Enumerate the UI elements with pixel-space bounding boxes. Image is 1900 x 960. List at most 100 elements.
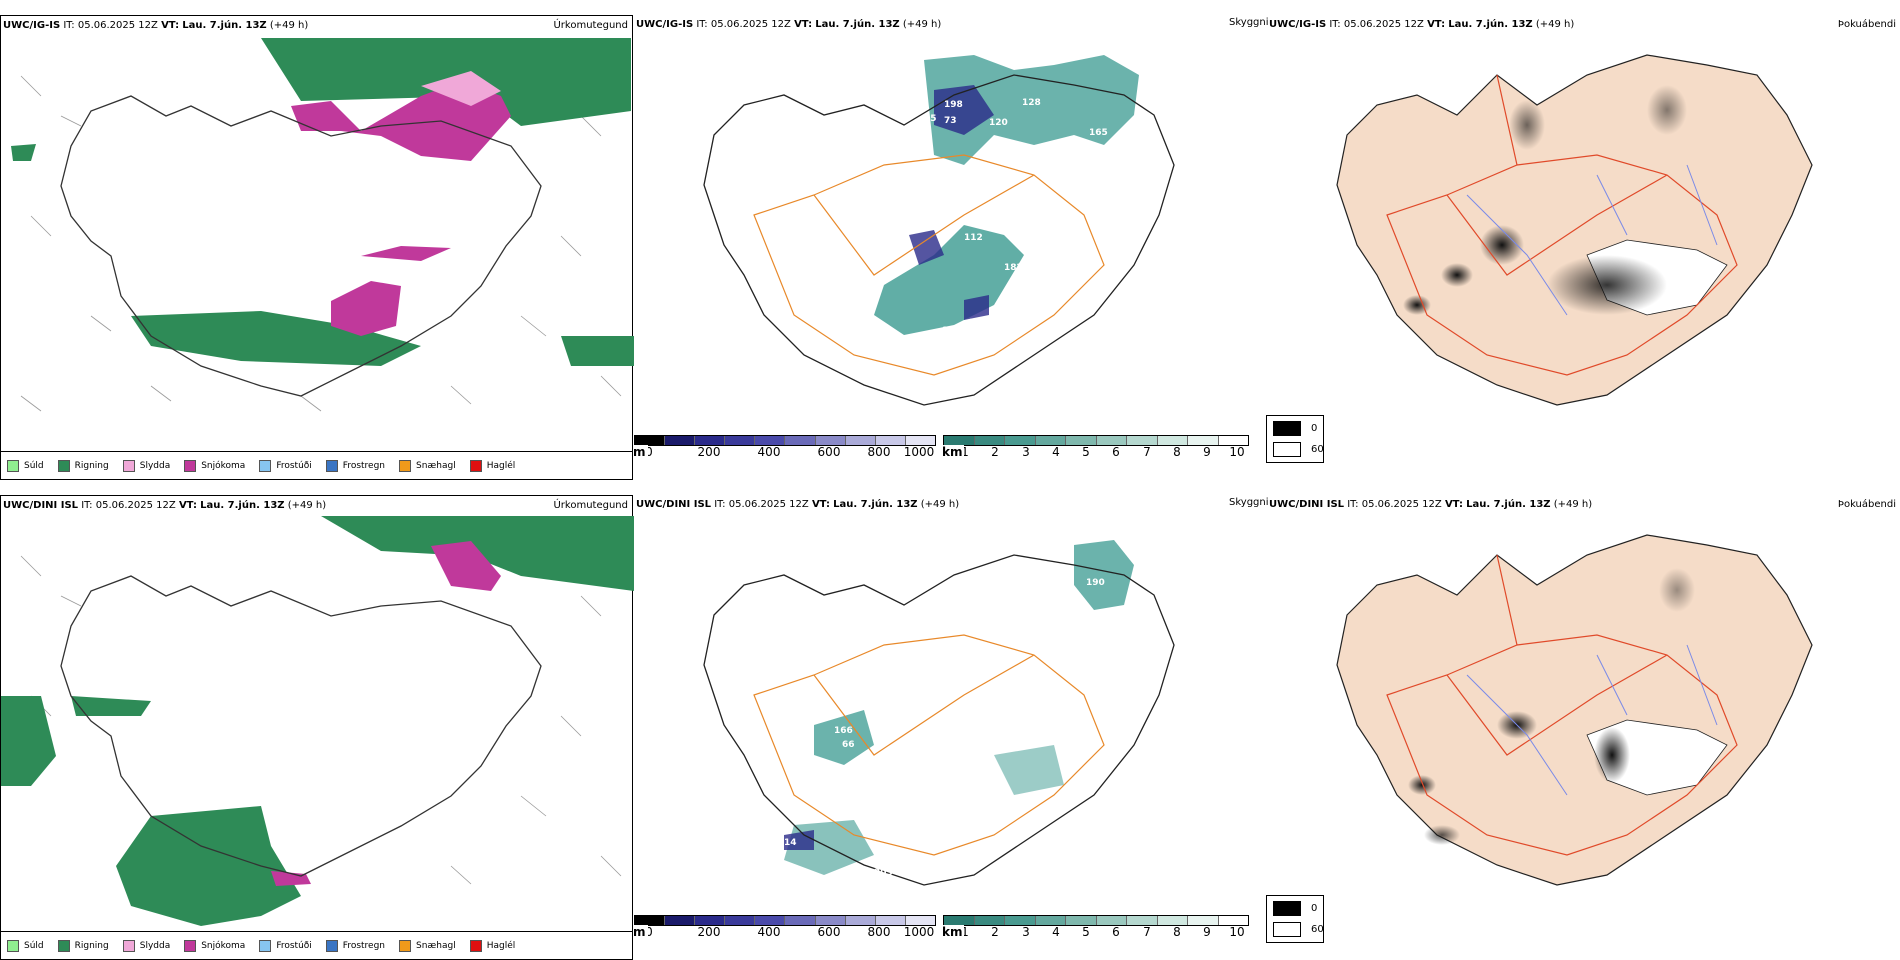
rain-area — [561, 336, 634, 366]
fog-spot — [1480, 225, 1524, 265]
legend-swatch — [399, 459, 412, 472]
iceland-outline — [703, 554, 1175, 886]
fog-spot — [1659, 568, 1695, 612]
rain-area — [131, 311, 421, 366]
fog-legend: 0 60 — [1266, 415, 1324, 463]
panel-label: Þokuábendi — [1837, 19, 1896, 30]
value-label: 374 — [902, 870, 921, 880]
sleet-area — [421, 71, 501, 106]
panel-label: Skyggni — [1229, 497, 1269, 508]
legend-item: Frostregn — [325, 459, 385, 472]
rain-area — [71, 696, 151, 716]
value-label: 23 — [1034, 213, 1047, 223]
value-label: 53 — [924, 388, 937, 398]
precip-type-panel-2: UWC/DINI ISL IT: 05.06.2025 12Z VT: Lau.… — [0, 495, 634, 960]
fog-spot — [1403, 295, 1431, 315]
legend-item: 0 — [1273, 901, 1317, 916]
value-label: 128 — [1022, 98, 1041, 108]
legend-item: Frostregn — [325, 939, 385, 952]
legend-swatch — [259, 459, 272, 472]
value-label: 166 — [834, 726, 853, 736]
iceland-outline — [703, 74, 1175, 406]
road-network — [1386, 74, 1738, 376]
fog-spot — [1647, 85, 1687, 135]
vis-area — [924, 55, 1139, 165]
value-label: 165 — [1089, 128, 1108, 138]
road-network — [1386, 554, 1738, 856]
fog-map — [1336, 54, 1813, 406]
legend-swatch — [325, 459, 338, 472]
legend-swatch — [1273, 421, 1301, 436]
road-network — [753, 634, 1105, 856]
visibility-map: 198 55 73 120 128 165 112 182 87 128 66 … — [703, 55, 1175, 406]
value-label: 190 — [1086, 578, 1105, 588]
panel-title: UWC/DINI ISL IT: 05.06.2025 12Z VT: Lau.… — [636, 499, 960, 510]
value-label: 198 — [944, 100, 963, 110]
rain-area — [1, 696, 56, 786]
snow-area — [291, 81, 511, 161]
value-label: 66 — [914, 338, 927, 348]
visibility-scale: 1 2 3 4 5 6 7 8 9 10 km — [942, 915, 1249, 941]
value-label: 73 — [944, 116, 957, 126]
iceland-outline — [60, 95, 542, 397]
river-network — [1466, 164, 1718, 316]
fog-map — [1336, 534, 1813, 886]
precip-type-legend: Súld Rigning Slydda Snjókoma Frostúði Fr… — [1, 931, 632, 959]
fog-spot — [1594, 727, 1630, 783]
legend-item: Haglél — [469, 459, 515, 472]
value-label: 87 — [969, 318, 982, 328]
ceiling-scale: 0 200 400 600 800 1000 m — [633, 915, 936, 941]
legend-swatch — [469, 459, 482, 472]
legend-item: Slydda — [122, 459, 170, 472]
river-network — [1466, 644, 1718, 796]
value-label: 14 — [784, 838, 797, 848]
legend-swatch — [122, 459, 135, 472]
rain-area — [116, 806, 301, 926]
panel-title: UWC/IG-IS IT: 05.06.2025 12Z VT: Lau. 7.… — [636, 19, 942, 30]
visibility-panel-1: UWC/IG-IS IT: 05.06.2025 12Z VT: Lau. 7.… — [633, 15, 1269, 480]
legend-swatch — [1273, 922, 1301, 937]
value-label: 66 — [842, 740, 855, 750]
legend-item: 60 — [1273, 442, 1324, 457]
value-label: 18 — [1114, 258, 1127, 268]
legend-swatch — [1273, 442, 1301, 457]
legend-item: Súld — [7, 939, 44, 952]
legend-item: Súld — [7, 459, 44, 472]
snow-area — [431, 541, 501, 591]
visibility-scale: 1 2 3 4 5 6 7 8 9 10 km — [942, 435, 1249, 461]
fog-panel-2: UWC/DINI ISL IT: 05.06.2025 12Z VT: Lau.… — [1266, 495, 1900, 960]
legend-swatch — [184, 459, 197, 472]
panel-label: Úrkomutegund — [553, 20, 628, 31]
vis-area — [994, 745, 1064, 795]
lowcloud-area — [909, 230, 944, 265]
value-label: 128 — [942, 326, 961, 336]
legend-swatch — [1273, 901, 1301, 916]
vis-area — [1074, 540, 1134, 610]
rain-area — [11, 144, 36, 161]
legend-item: 60 — [1273, 922, 1324, 937]
lowcloud-area — [784, 830, 814, 850]
fog-legend: 0 60 — [1266, 895, 1324, 943]
fog-spot — [1441, 263, 1473, 287]
fog-spot — [1408, 775, 1436, 795]
fog-spot — [1509, 100, 1545, 150]
panel-title: UWC/DINI ISL IT: 05.06.2025 12Z VT: Lau.… — [1269, 499, 1593, 510]
iceland-outline — [60, 575, 542, 877]
road-network — [753, 154, 1105, 376]
panel-title: UWC/DINI ISL IT: 05.06.2025 12Z VT: Lau.… — [3, 500, 327, 511]
ceiling-scale: 0 200 400 600 800 1000 m — [633, 435, 936, 461]
value-label: 55 — [924, 114, 937, 124]
precip-type-legend: Súld Rigning Slydda Snjókoma Frostúði Fr… — [1, 451, 632, 479]
legend-swatch — [57, 459, 70, 472]
snow-area — [331, 281, 401, 336]
legend-item: Snæhagl — [399, 459, 456, 472]
precip-type-map — [1, 516, 634, 926]
lowcloud-area — [964, 295, 989, 320]
precip-type-map — [11, 38, 634, 412]
precip-type-panel-1: UWC/IG-IS IT: 05.06.2025 12Z VT: Lau. 7.… — [0, 15, 634, 480]
panel-title: UWC/IG-IS IT: 05.06.2025 12Z VT: Lau. 7.… — [1269, 19, 1575, 30]
panel-label: Þokuábendi — [1837, 499, 1896, 510]
value-label: 182 — [1004, 263, 1023, 273]
fog-spot — [1424, 825, 1460, 845]
fog-panel-1: UWC/IG-IS IT: 05.06.2025 12Z VT: Lau. 7.… — [1266, 15, 1900, 480]
